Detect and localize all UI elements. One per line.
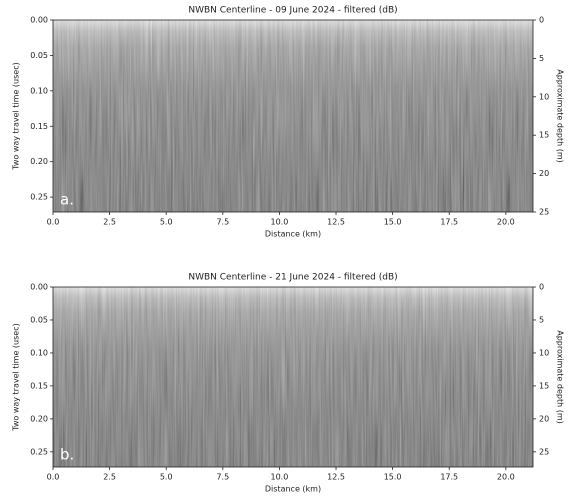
y2-tick-label: 20	[539, 169, 549, 178]
y-tick-label: 0.10	[30, 348, 48, 357]
x-tick-label: 2.5	[103, 218, 116, 227]
y-axis-label: Two way travel time (usec)	[12, 323, 21, 431]
radargram-image	[53, 20, 533, 212]
x-tick-label: 20.0	[497, 473, 515, 482]
y2-tick-label: 25	[539, 208, 549, 217]
panel-label: a.	[60, 191, 74, 209]
y-tick-label: 0.00	[30, 283, 48, 292]
y-axis-label: Two way travel time (usec)	[12, 62, 21, 170]
y-tick-label: 0.20	[30, 157, 48, 166]
y2-tick-label: 25	[539, 447, 549, 456]
y-tick-label: 0.15	[30, 122, 48, 131]
x-tick-label: 0.0	[47, 473, 60, 482]
y2-tick-label: 5	[539, 315, 544, 324]
y-tick-label: 0.05	[30, 315, 48, 324]
x-tick-label: 7.5	[216, 218, 229, 227]
x-tick-label: 15.0	[384, 473, 402, 482]
y-tick-label: 0.00	[30, 16, 48, 25]
y2-tick-label: 20	[539, 414, 549, 423]
y-tick-label: 0.25	[30, 193, 48, 202]
panel-label: b.	[60, 446, 74, 464]
x-tick-label: 5.0	[160, 218, 173, 227]
y2-tick-label: 15	[539, 381, 549, 390]
y2-tick-label: 10	[539, 348, 549, 357]
y-tick-label: 0.25	[30, 447, 48, 456]
x-tick-label: 0.0	[47, 218, 60, 227]
x-tick-label: 5.0	[160, 473, 173, 482]
x-tick-label: 17.5	[440, 473, 458, 482]
x-tick-label: 10.0	[271, 473, 289, 482]
plot-frame	[52, 286, 534, 468]
x-tick-label: 10.0	[271, 218, 289, 227]
y-tick-label: 0.10	[30, 86, 48, 95]
x-tick-label: 2.5	[103, 473, 116, 482]
y-tick-label: 0.05	[30, 51, 48, 60]
plot-frame	[52, 19, 534, 213]
x-axis-label: Distance (km)	[265, 485, 321, 494]
y-tick-label: 0.15	[30, 381, 48, 390]
chart-title: NWBN Centerline - 21 June 2024 - filtere…	[188, 273, 397, 283]
x-tick-label: 12.5	[327, 218, 345, 227]
y2-tick-label: 15	[539, 131, 549, 140]
x-tick-label: 20.0	[497, 218, 515, 227]
x-tick-label: 12.5	[327, 473, 345, 482]
y2-axis-label: Approximate depth (m)	[556, 69, 565, 163]
y2-tick-label: 0	[539, 283, 544, 292]
y2-axis-label: Approximate depth (m)	[556, 330, 565, 424]
y2-tick-label: 10	[539, 92, 549, 101]
radargram-image	[53, 287, 533, 467]
x-tick-label: 17.5	[440, 218, 458, 227]
x-tick-label: 7.5	[216, 473, 229, 482]
x-axis-label: Distance (km)	[265, 230, 321, 239]
y-tick-label: 0.20	[30, 414, 48, 423]
chart-title: NWBN Centerline - 09 June 2024 - filtere…	[188, 6, 397, 16]
y2-tick-label: 0	[539, 16, 544, 25]
y2-tick-label: 5	[539, 54, 544, 63]
x-tick-label: 15.0	[384, 218, 402, 227]
